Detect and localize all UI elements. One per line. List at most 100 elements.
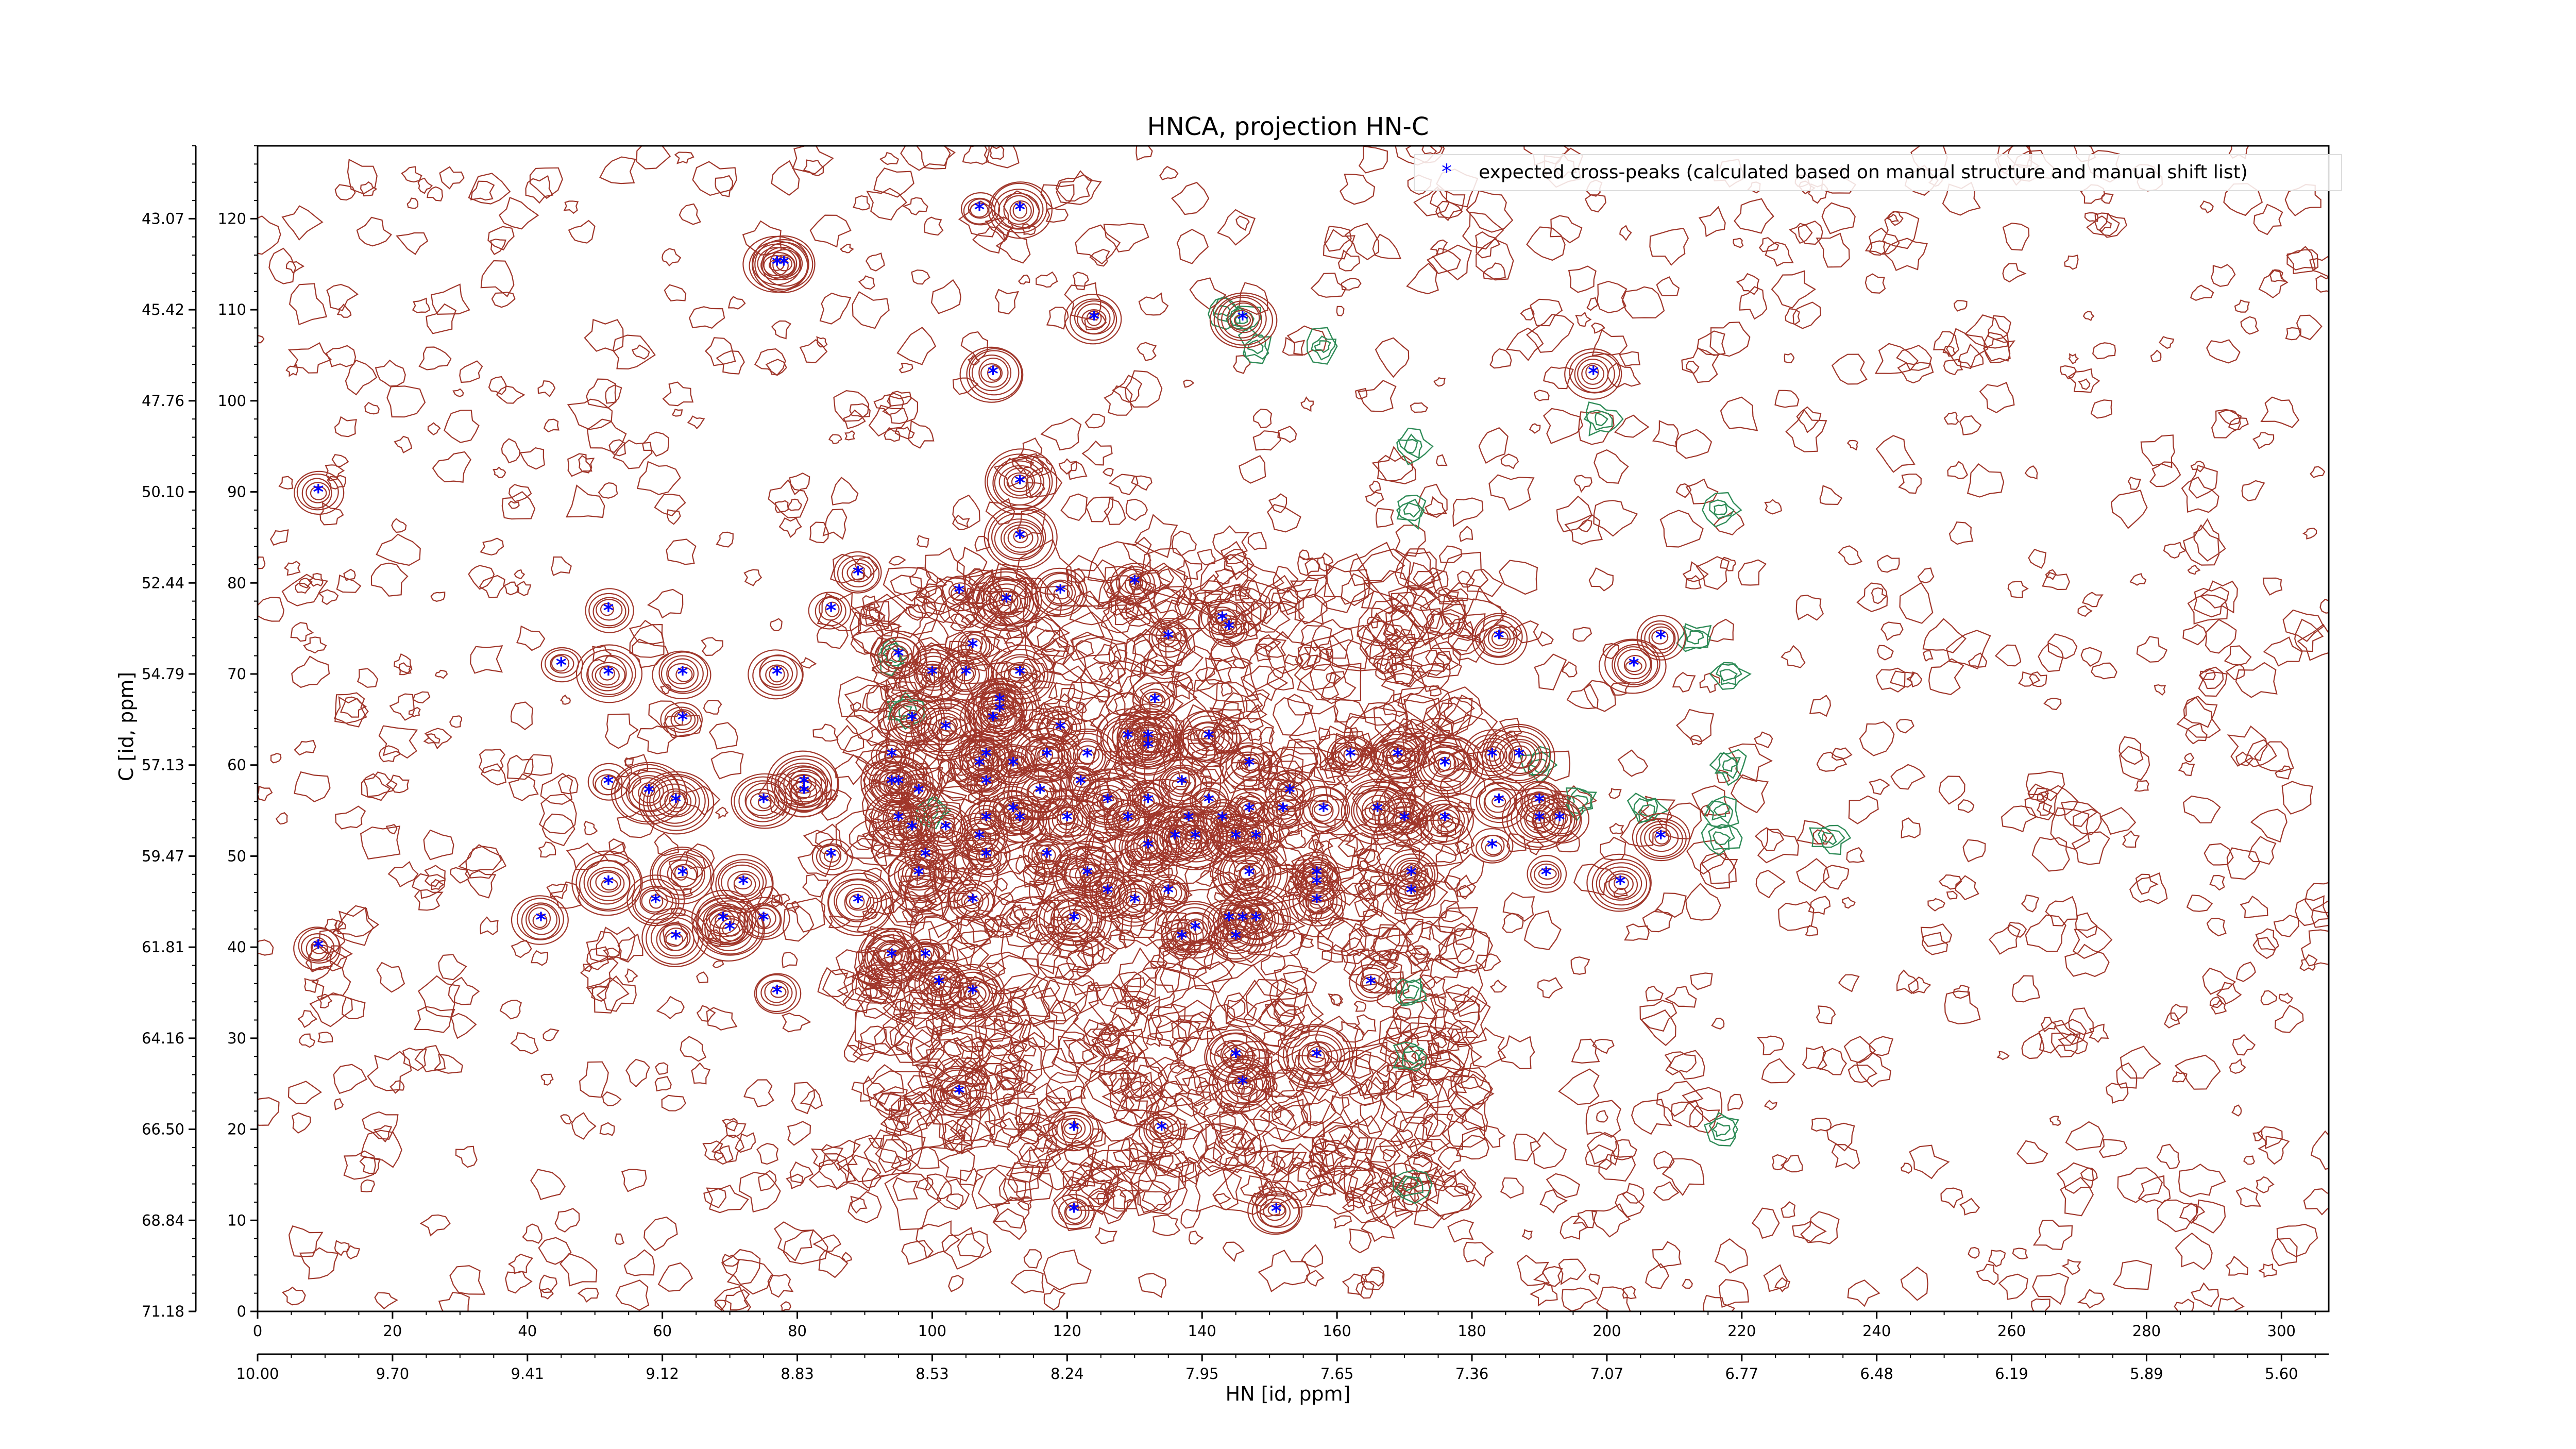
peak-marker: *	[677, 708, 688, 732]
noise-contour	[1364, 637, 1398, 661]
noise-contour	[326, 283, 359, 311]
noise-contour	[1082, 1043, 1107, 1065]
noise-contour	[346, 1245, 361, 1260]
noise-contour	[1337, 249, 1361, 272]
peak-contour	[300, 933, 335, 962]
noise-contour	[1475, 231, 1501, 259]
noise-contour	[1125, 498, 1148, 521]
noise-contour	[1264, 998, 1297, 1026]
peak-contour	[646, 912, 704, 965]
noise-contour	[596, 975, 637, 1012]
noise-contour	[1682, 561, 1709, 582]
noise-contour	[977, 1018, 1012, 1050]
noise-contour	[427, 422, 441, 435]
noise-contour	[1206, 880, 1252, 911]
noise-contour	[1033, 1133, 1057, 1159]
peak-contour	[959, 747, 999, 782]
noise-contour	[789, 1161, 814, 1184]
noise-contour	[984, 1111, 1026, 1148]
noise-contour	[1856, 582, 1888, 612]
noise-contour	[689, 306, 725, 329]
noise-contour	[1023, 1249, 1042, 1269]
noise-contour	[1037, 931, 1091, 979]
noise-contour	[1247, 531, 1267, 550]
peak-contour	[1012, 812, 1029, 827]
peak-contour	[950, 971, 997, 1013]
noise-contour	[2018, 671, 2041, 687]
noise-contour	[771, 320, 792, 340]
y-ppm-tick-label: 66.50	[142, 1121, 184, 1138]
peak-marker: *	[1183, 808, 1194, 832]
noise-contour	[1222, 1241, 1245, 1262]
noise-contour	[1343, 948, 1377, 976]
noise-contour	[1596, 280, 1628, 314]
noise-contour	[1808, 896, 1831, 915]
noise-contour	[1609, 822, 1624, 834]
x-ppm-tick-label: 9.70	[376, 1365, 410, 1383]
noise-contour	[516, 581, 532, 596]
noise-contour	[1024, 1147, 1061, 1177]
noise-contour	[842, 409, 866, 430]
noise-contour	[1596, 1286, 1631, 1311]
noise-contour	[914, 1062, 938, 1078]
noise-contour	[1333, 1215, 1352, 1229]
peak-marker: *	[994, 699, 1005, 723]
peak-contour	[1148, 874, 1189, 913]
peak-marker: *	[994, 690, 1005, 714]
noise-contour	[1765, 241, 1794, 267]
noise-contour	[1027, 1113, 1058, 1138]
peak-contour	[939, 964, 1005, 1019]
noise-contour	[591, 985, 609, 1002]
noise-contour	[1306, 1068, 1329, 1092]
noise-contour	[1299, 549, 1310, 560]
peak-contour	[910, 941, 940, 971]
noise-contour	[1755, 869, 1786, 899]
noise-contour	[1754, 731, 1773, 749]
noise-contour	[1568, 265, 1597, 293]
legend-label: expected cross-peaks (calculated based o…	[1479, 162, 2248, 183]
peak-contour	[1113, 810, 1140, 830]
noise-contour	[1875, 667, 1906, 693]
noise-contour	[1273, 565, 1299, 593]
noise-contour	[833, 390, 870, 422]
noise-contour	[889, 1098, 922, 1126]
noise-contour	[1277, 587, 1312, 615]
noise-contour	[2129, 872, 2168, 904]
noise-contour	[2235, 662, 2278, 698]
noise-contour	[455, 1145, 478, 1168]
noise-contour	[1101, 1071, 1166, 1120]
peak-contour	[1640, 820, 1683, 857]
peak-contour	[846, 563, 872, 583]
noise-contour	[993, 458, 1031, 487]
noise-contour	[2159, 336, 2175, 349]
peak-contour	[1543, 807, 1578, 835]
peak-contour	[933, 1069, 984, 1114]
noise-contour	[615, 1279, 650, 1311]
noise-contour	[866, 893, 895, 915]
noise-contour	[1375, 508, 1395, 528]
noise-contour	[907, 1146, 940, 1169]
noise-contour	[831, 477, 859, 506]
peak-contour	[1148, 693, 1163, 708]
noise-contour	[2231, 1104, 2242, 1117]
noise-contour	[1130, 629, 1189, 674]
peak-contour	[628, 775, 669, 812]
noise-contour	[1483, 262, 1506, 280]
noise-contour	[2060, 801, 2098, 827]
peak-contour	[1264, 770, 1315, 812]
noise-contour	[1385, 1162, 1419, 1191]
noise-contour	[870, 779, 882, 789]
noise-contour	[1665, 802, 1702, 840]
noise-contour	[1411, 1058, 1465, 1108]
noise-contour	[1457, 570, 1475, 588]
noise-contour	[389, 693, 415, 721]
noise-contour	[865, 252, 885, 272]
noise-contour	[268, 247, 297, 284]
noise-contour	[1189, 277, 1227, 310]
noise-contour	[1219, 1103, 1270, 1151]
peak-marker: *	[778, 253, 789, 277]
noise-contour	[1446, 588, 1468, 603]
noise-contour	[258, 596, 284, 622]
noise-contour	[975, 955, 1040, 1001]
noise-contour	[2186, 895, 2213, 912]
